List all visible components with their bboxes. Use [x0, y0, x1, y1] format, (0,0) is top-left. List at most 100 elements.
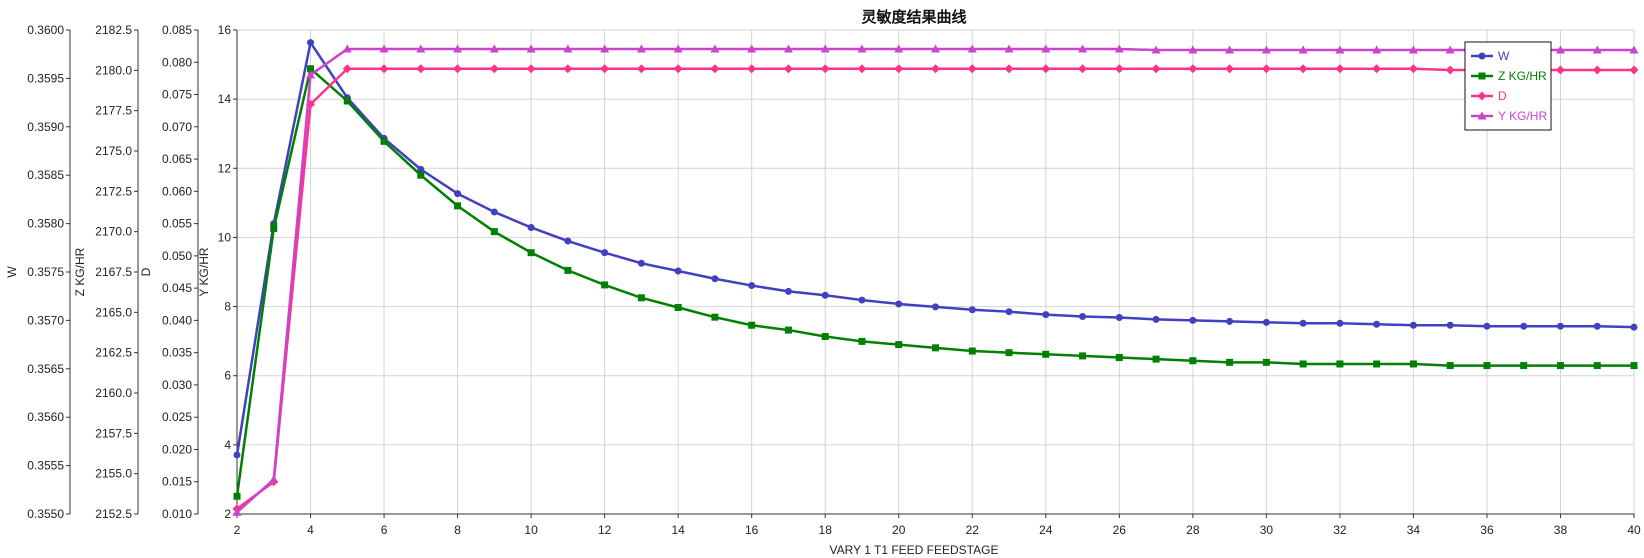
y-tick-label: 0.3580: [27, 217, 64, 231]
data-point-z-kg-hr: [784, 326, 792, 334]
data-point-w: [1115, 313, 1123, 321]
y-tick-label: 0.040: [162, 313, 192, 327]
data-point-z-kg-hr: [674, 303, 682, 311]
x-tick-label: 18: [819, 523, 833, 537]
data-point-y-kg-hr: [894, 44, 904, 53]
data-point-d: [1041, 64, 1051, 74]
data-point-z-kg-hr: [821, 333, 829, 341]
plot-area: [237, 30, 1634, 514]
y-tick-label: 0.045: [162, 281, 192, 295]
data-point-y-kg-hr: [269, 474, 279, 483]
y-tick-label: 2167.5: [95, 265, 132, 279]
data-point-y-kg-hr: [1408, 45, 1418, 54]
data-point-y-kg-hr: [1629, 45, 1639, 54]
legend-marker: [1477, 111, 1487, 120]
data-point-z-kg-hr: [1373, 360, 1381, 368]
data-point-d: [1555, 65, 1565, 75]
data-point-y-kg-hr: [342, 44, 352, 53]
data-point-w: [637, 259, 645, 267]
data-point-y-kg-hr: [526, 44, 536, 53]
data-point-d: [636, 64, 646, 74]
data-point-w: [490, 208, 498, 216]
y-tick-label: 2: [224, 507, 231, 521]
data-point-y-kg-hr: [967, 44, 977, 53]
data-point-w: [1409, 321, 1417, 329]
data-point-y-kg-hr: [1004, 44, 1014, 53]
y-tick-label: 10: [218, 230, 232, 244]
data-point-y-kg-hr: [931, 44, 940, 53]
data-point-d: [1225, 64, 1235, 74]
data-point-d: [1445, 65, 1455, 75]
x-tick-label: 22: [966, 523, 980, 537]
data-point-y-kg-hr: [857, 44, 867, 53]
y-tick-label: 0.035: [162, 346, 192, 360]
grid-layer: [236, 29, 1635, 515]
data-point-w: [1373, 320, 1381, 328]
data-point-w: [932, 303, 939, 311]
y-axis-w: 0.3550 0.3555 0.3560 0.3565 0.3570 0.3575 0.35…: [5, 23, 71, 521]
data-point-z-kg-hr: [1299, 360, 1307, 368]
data-point-z-kg-hr: [932, 344, 939, 352]
y-tick-label: 0.010: [162, 507, 192, 521]
data-point-y-kg-hr: [453, 44, 463, 53]
y-tick-label: 4: [224, 438, 231, 452]
legend-item-d[interactable]: D: [1471, 89, 1507, 103]
data-point-d: [1188, 64, 1198, 74]
data-point-w: [711, 275, 719, 283]
data-point-y-kg-hr: [600, 44, 610, 53]
data-point-w: [307, 39, 315, 47]
data-point-w: [1262, 318, 1270, 326]
y-tick-label: 0.3570: [27, 313, 64, 327]
y-tick-label: 8: [224, 300, 231, 314]
data-point-y-kg-hr: [489, 44, 499, 53]
data-point-z-kg-hr: [564, 266, 572, 274]
data-point-w: [1005, 308, 1013, 316]
series-z-kg-hr: [233, 65, 1638, 500]
x-tick-label: 20: [892, 523, 906, 537]
y-tick-label: 2160.0: [95, 386, 132, 400]
x-tick-label: 40: [1627, 523, 1641, 537]
data-point-d: [453, 64, 463, 74]
x-tick-label: 28: [1186, 523, 1200, 537]
y-tick-label: 0.3550: [27, 507, 64, 521]
y-tick-label: 0.020: [162, 442, 192, 456]
legend-item-w[interactable]: W: [1471, 49, 1510, 63]
legend[interactable]: W Z KG/HR D Y KG/HR: [1464, 41, 1552, 131]
data-point-z-kg-hr: [1556, 362, 1564, 370]
data-point-y-kg-hr: [1225, 45, 1235, 54]
x-tick-label: 38: [1554, 523, 1568, 537]
data-point-z-kg-hr: [527, 249, 535, 257]
data-point-z-kg-hr: [748, 321, 756, 329]
data-point-z-kg-hr: [380, 137, 388, 145]
data-point-w: [1336, 319, 1344, 327]
data-point-z-kg-hr: [858, 337, 866, 345]
y-tick-label: 0.050: [162, 249, 192, 263]
y-tick-label: 2177.5: [95, 104, 132, 118]
y-tick-label: 2172.5: [95, 184, 132, 198]
y-tick-label: 0.3560: [27, 410, 64, 424]
data-point-y-kg-hr: [1555, 45, 1565, 54]
data-point-d: [1335, 64, 1345, 74]
data-point-w: [1446, 321, 1454, 329]
x-tick-label: 36: [1480, 523, 1494, 537]
legend-item-y-kg-hr[interactable]: Y KG/HR: [1471, 109, 1547, 123]
data-point-w: [1152, 315, 1160, 323]
data-point-z-kg-hr: [454, 202, 462, 210]
y-tick-label: 16: [218, 23, 232, 37]
legend-marker: [1477, 91, 1487, 101]
legend-item-z-kg-hr[interactable]: Z KG/HR: [1471, 69, 1547, 83]
data-point-w: [858, 296, 866, 304]
data-point-z-kg-hr: [1262, 358, 1270, 366]
y-tick-label: 0.055: [162, 217, 192, 231]
data-point-w: [417, 165, 425, 173]
x-tick-label: 8: [454, 523, 461, 537]
legend-label: Z KG/HR: [1498, 69, 1547, 83]
series-w: [233, 39, 1638, 459]
data-point-z-kg-hr: [1520, 362, 1528, 370]
axes-layer: 2 4 6 8 10 12 14 16 18 20 22 24 26 28 30 32 34 36 38 400.35…: [5, 23, 1641, 537]
y-tick-label: 2182.5: [95, 23, 132, 37]
data-point-d: [342, 64, 352, 74]
data-point-d: [416, 64, 426, 74]
data-point-z-kg-hr: [233, 492, 241, 500]
